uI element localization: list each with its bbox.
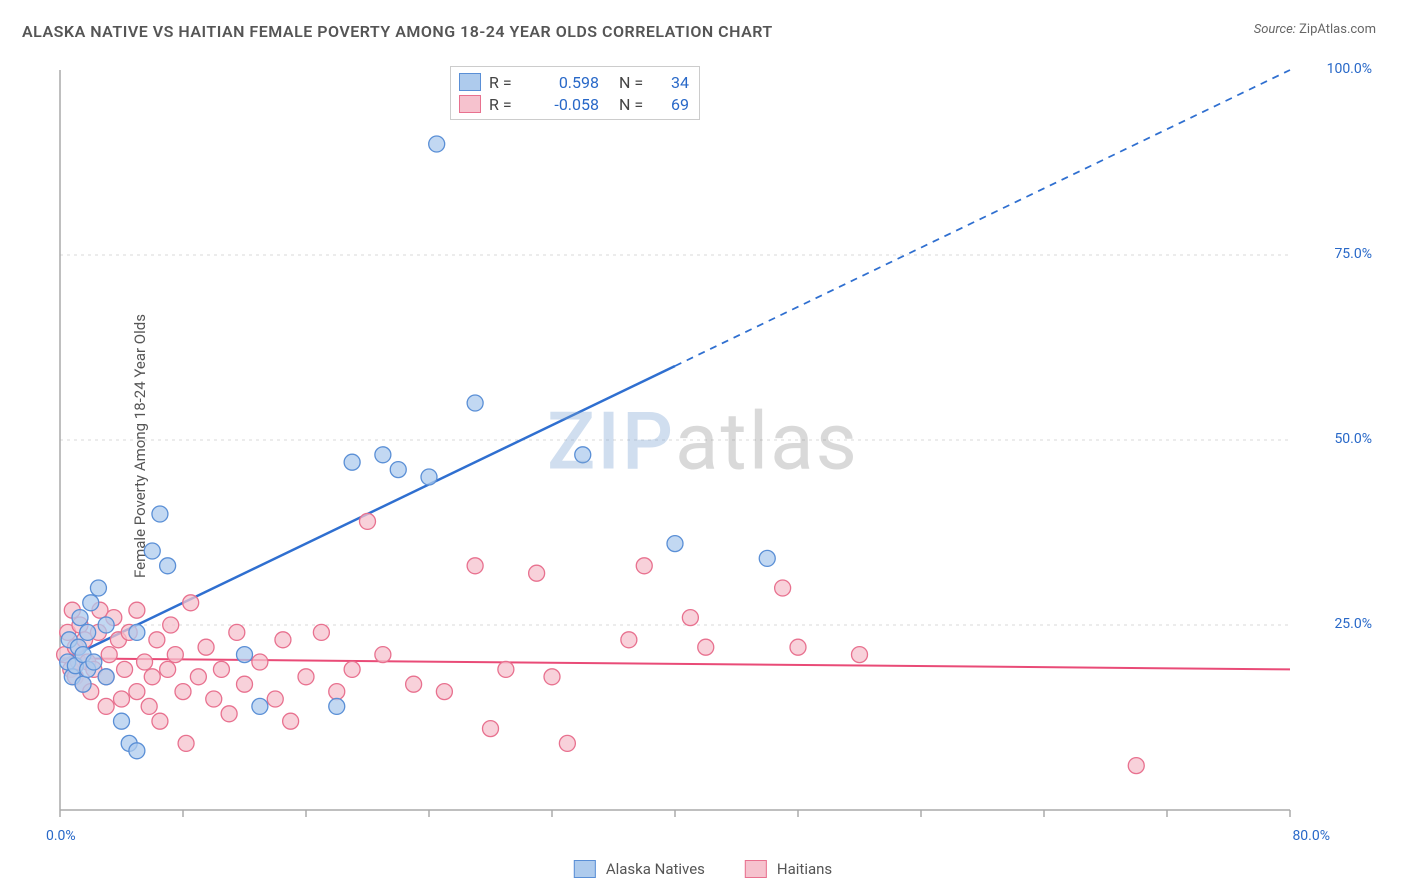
r-value: 0.598 [529, 73, 611, 92]
legend-row-haitian: R = -0.058 N = 69 [459, 93, 689, 115]
axis-tick-label: 100.0% [1327, 61, 1372, 77]
axis-tick-label: 80.0% [1292, 828, 1330, 844]
n-label: N = [619, 95, 651, 114]
r-value: -0.058 [529, 95, 611, 114]
source-attribution: Source: ZipAtlas.com [1254, 22, 1376, 37]
scatter-chart [50, 60, 1380, 870]
r-label: R = [489, 95, 521, 114]
series-legend: Alaska Natives Haitians [574, 860, 832, 878]
r-label: R = [489, 73, 521, 92]
source-label: Source: [1254, 22, 1296, 37]
legend-swatch-icon [574, 860, 596, 878]
axis-tick-label: 25.0% [1334, 616, 1372, 632]
legend-swatch-haitian [459, 95, 481, 113]
axis-tick-label: 50.0% [1334, 431, 1372, 447]
n-label: N = [619, 73, 651, 92]
legend-swatch-alaska [459, 73, 481, 91]
correlation-legend: R = 0.598 N = 34 R = -0.058 N = 69 [450, 66, 700, 120]
legend-item-haitian: Haitians [745, 860, 832, 878]
n-value: 69 [659, 95, 689, 114]
legend-item-alaska: Alaska Natives [574, 860, 705, 878]
legend-row-alaska: R = 0.598 N = 34 [459, 71, 689, 93]
axis-tick-label: 0.0% [46, 828, 76, 844]
chart-title: ALASKA NATIVE VS HAITIAN FEMALE POVERTY … [22, 22, 773, 41]
legend-label: Alaska Natives [606, 860, 705, 878]
source-value: ZipAtlas.com [1299, 22, 1376, 37]
legend-swatch-icon [745, 860, 767, 878]
legend-label: Haitians [777, 860, 832, 878]
axis-tick-label: 75.0% [1334, 246, 1372, 262]
n-value: 34 [659, 73, 689, 92]
